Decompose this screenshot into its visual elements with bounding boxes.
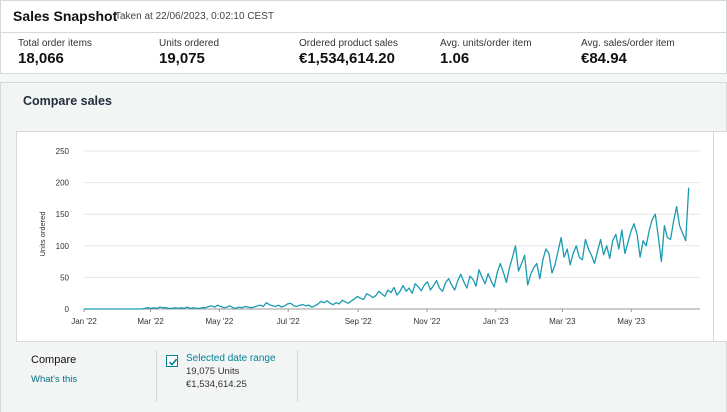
legend-divider <box>156 350 157 402</box>
metric-avg-units-per-order-item: Avg. units/order item 1.06 <box>440 38 532 67</box>
metric-label: Total order items <box>18 38 92 49</box>
x-tick-label: Nov '22 <box>414 317 441 326</box>
y-axis-title: Units ordered <box>38 211 47 256</box>
x-tick-label: Sep '22 <box>345 317 372 326</box>
chart-svg: 0 50 100 150 200 250 Jan '22 Mar '22 May '22 Jul… <box>38 147 700 326</box>
metric-label: Ordered product sales <box>299 38 398 49</box>
x-axis-ticks: Jan '22 Mar '22 May '22 Jul '22 Sep '22 Nov '… <box>71 309 646 326</box>
selected-sales: €1,534,614.25 <box>186 379 247 390</box>
snapshot-timestamp: Taken at 22/06/2023, 0:02:10 CEST <box>115 11 274 22</box>
x-tick-label: Mar '22 <box>137 317 164 326</box>
y-tick-label: 250 <box>56 147 70 156</box>
metrics-row: Total order items 18,066 Units ordered 1… <box>0 32 727 74</box>
metric-label: Units ordered <box>159 38 220 49</box>
selected-units: 19,075 Units <box>186 366 240 377</box>
metric-total-order-items: Total order items 18,066 <box>18 38 92 67</box>
y-tick-label: 100 <box>56 242 70 251</box>
x-tick-label: Mar '23 <box>549 317 576 326</box>
selected-date-range-checkbox[interactable] <box>166 355 178 367</box>
compare-sales-panel: Compare sales 0 50 100 150 200 250 Jan '22 Mar… <box>0 82 727 412</box>
compare-legend: Compare What's this Selected date range … <box>16 342 727 412</box>
units-ordered-series-line <box>84 187 690 310</box>
chart-gridlines <box>84 150 700 310</box>
y-tick-label: 50 <box>60 273 69 282</box>
x-tick-label: May '23 <box>617 317 645 326</box>
metric-value: €1,534,614.20 <box>299 50 395 67</box>
metric-value: 19,075 <box>159 50 205 67</box>
compare-label: Compare <box>31 354 77 366</box>
y-tick-label: 150 <box>56 210 70 219</box>
legend-divider <box>297 350 298 402</box>
checkmark-icon <box>168 358 178 366</box>
compare-sales-title: Compare sales <box>23 94 112 108</box>
metric-value: €84.94 <box>581 50 627 67</box>
section-spacer <box>0 74 727 82</box>
x-tick-label: Jul '22 <box>277 317 300 326</box>
metric-units-ordered: Units ordered 19,075 <box>159 38 219 67</box>
metric-ordered-product-sales: Ordered product sales €1,534,614.20 <box>299 38 398 67</box>
chart-right-divider <box>713 131 714 342</box>
whats-this-link[interactable]: What's this <box>31 374 78 385</box>
metric-avg-sales-per-order-item: Avg. sales/order item €84.94 <box>581 38 675 67</box>
metric-label: Avg. sales/order item <box>581 38 675 49</box>
metric-value: 1.06 <box>440 50 470 67</box>
header-bar: Sales Snapshot Taken at 22/06/2023, 0:02… <box>0 0 727 32</box>
y-axis-ticks: 0 50 100 150 200 250 <box>56 147 70 314</box>
page-title: Sales Snapshot <box>13 8 118 24</box>
selected-date-range-label: Selected date range <box>186 353 276 364</box>
x-tick-label: Jan '23 <box>483 317 509 326</box>
y-tick-label: 200 <box>56 179 70 188</box>
units-ordered-chart: 0 50 100 150 200 250 Jan '22 Mar '22 May '22 Jul… <box>16 131 727 342</box>
y-tick-label: 0 <box>65 305 70 314</box>
x-tick-label: May '22 <box>206 317 234 326</box>
metric-value: 18,066 <box>18 50 64 67</box>
metric-label: Avg. units/order item <box>440 38 532 49</box>
x-tick-label: Jan '22 <box>71 317 97 326</box>
